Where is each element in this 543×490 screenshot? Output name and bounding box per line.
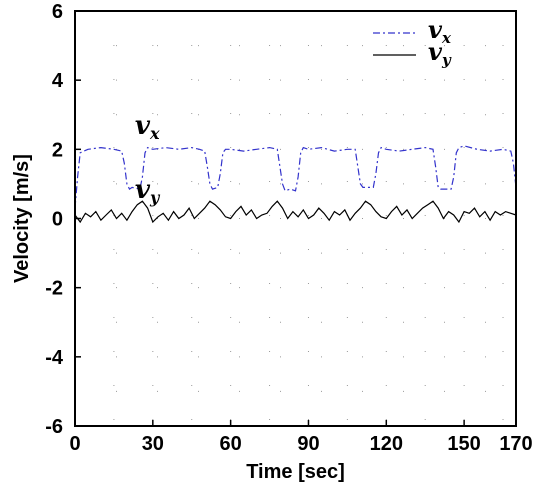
x-tick-label: 0 (69, 433, 80, 455)
y-tick-label: -6 (45, 416, 63, 438)
x-tick-label: 170 (499, 433, 532, 455)
legend-label: vx (428, 15, 452, 47)
x-axis-title: Time [sec] (246, 461, 345, 483)
y-tick-label: 0 (52, 209, 63, 231)
x-tick-label: 60 (220, 433, 242, 455)
series-line-vx (74, 145, 517, 209)
x-tick-label: 30 (142, 433, 164, 455)
y-tick-label: -4 (45, 347, 64, 369)
y-axis-title: Velocity [m/s] (11, 154, 33, 283)
y-tick-label: 2 (52, 139, 63, 161)
series-group (74, 145, 517, 224)
legend-label: vy (428, 37, 452, 69)
annotations: vx vy (135, 111, 161, 207)
ticks: 0 30 60 90 120 150 170 -6 -4 -2 0 2 4 6 (45, 1, 532, 455)
y-tick-label: 6 (52, 1, 63, 23)
x-tick-label: 90 (297, 433, 319, 455)
x-tick-label: 150 (447, 433, 480, 455)
series-annotation: vx (135, 111, 160, 143)
x-tick-label: 120 (370, 433, 403, 455)
series-line-vy (74, 200, 517, 224)
y-tick-label: 4 (52, 70, 64, 92)
series-annotation: vy (135, 175, 161, 207)
y-tick-label: -2 (45, 278, 63, 300)
